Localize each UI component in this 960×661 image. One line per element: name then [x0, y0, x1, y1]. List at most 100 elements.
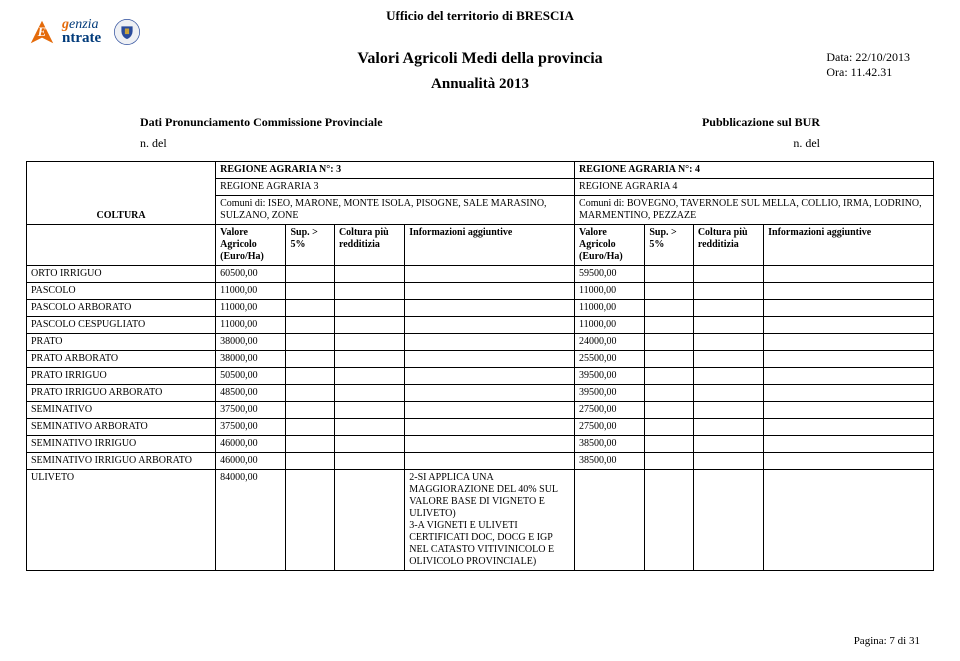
cell-valore-left: 46000,00 [216, 436, 286, 453]
cell-info-left [405, 334, 575, 351]
cell-coltpiu-right [693, 436, 763, 453]
cell-valore-right: 38500,00 [575, 436, 645, 453]
cell-coltpiu-left [334, 385, 404, 402]
cell-coltura: SEMINATIVO [27, 402, 216, 419]
cell-coltpiu-left [334, 351, 404, 368]
cell-sup-right [645, 351, 693, 368]
time-value: 11.42.31 [851, 65, 893, 79]
cell-valore-right: 59500,00 [575, 266, 645, 283]
cell-info-left [405, 453, 575, 470]
region-right-comuni: Comuni di: BOVEGNO, TAVERNOLE SUL MELLA,… [575, 196, 934, 225]
cell-coltura: SEMINATIVO IRRIGUO [27, 436, 216, 453]
cell-coltpiu-right [693, 368, 763, 385]
cell-info-left [405, 351, 575, 368]
cell-coltpiu-right [693, 351, 763, 368]
cell-sup-right [645, 436, 693, 453]
cell-valore-right: 11000,00 [575, 283, 645, 300]
cell-valore-right [575, 470, 645, 571]
cell-coltura: PRATO IRRIGUO [27, 368, 216, 385]
logo-text: genzia ntrate [62, 19, 101, 45]
cell-sup-left [286, 436, 334, 453]
cell-coltura: PASCOLO [27, 283, 216, 300]
cell-info-left: 2-SI APPLICA UNA MAGGIORAZIONE DEL 40% S… [405, 470, 575, 571]
cell-coltura: SEMINATIVO ARBORATO [27, 419, 216, 436]
cell-sup-right [645, 385, 693, 402]
cell-sup-left [286, 334, 334, 351]
cell-coltpiu-right [693, 453, 763, 470]
cell-sup-right [645, 317, 693, 334]
cell-coltpiu-left [334, 436, 404, 453]
subtitle: Annualità 2013 [0, 76, 960, 93]
cell-sup-right [645, 419, 693, 436]
meta-row-2: n. del n. del [0, 136, 960, 151]
cell-sup-left [286, 385, 334, 402]
cell-info-right [764, 266, 934, 283]
cell-info-right [764, 402, 934, 419]
cell-valore-left: 37500,00 [216, 402, 286, 419]
info-head-r: Informazioni aggiuntive [764, 225, 934, 266]
cell-sup-right [645, 283, 693, 300]
cell-valore-left: 48500,00 [216, 385, 286, 402]
cell-info-left [405, 385, 575, 402]
table-row: SEMINATIVO IRRIGUO ARBORATO46000,0038500… [27, 453, 934, 470]
cell-coltpiu-left [334, 453, 404, 470]
cell-valore-left: 11000,00 [216, 300, 286, 317]
cell-valore-right: 39500,00 [575, 385, 645, 402]
cell-info-left [405, 266, 575, 283]
cell-sup-left [286, 283, 334, 300]
cell-coltpiu-left [334, 300, 404, 317]
cell-valore-right: 11000,00 [575, 317, 645, 334]
table-row: ULIVETO84000,00 2-SI APPLICA UNA MAGGIORA… [27, 470, 934, 571]
cell-valore-left: 84000,00 [216, 470, 286, 571]
cell-sup-left [286, 300, 334, 317]
cell-coltura: PRATO [27, 334, 216, 351]
cell-valore-right: 27500,00 [575, 402, 645, 419]
cell-valore-right: 38500,00 [575, 453, 645, 470]
cell-info-right [764, 300, 934, 317]
table-row: SEMINATIVO ARBORATO37500,0027500,00 [27, 419, 934, 436]
cell-sup-left [286, 470, 334, 571]
cell-coltpiu-left [334, 368, 404, 385]
cell-coltpiu-left [334, 334, 404, 351]
cell-coltpiu-left [334, 283, 404, 300]
cell-valore-left: 38000,00 [216, 334, 286, 351]
cell-valore-left: 11000,00 [216, 317, 286, 334]
cell-coltura: PASCOLO CESPUGLIATO [27, 317, 216, 334]
table-row: PRATO IRRIGUO50500,0039500,00 [27, 368, 934, 385]
cell-valore-right: 24000,00 [575, 334, 645, 351]
page-footer: Pagina: 7 di 31 [854, 635, 920, 647]
cell-valore-right: 11000,00 [575, 300, 645, 317]
sup-head-r: Sup. > 5% [645, 225, 693, 266]
cell-sup-right [645, 453, 693, 470]
cell-coltpiu-right [693, 300, 763, 317]
cell-sup-right [645, 300, 693, 317]
cell-sup-right [645, 266, 693, 283]
cell-sup-right [645, 470, 693, 571]
cell-valore-left: 38000,00 [216, 351, 286, 368]
cell-info-left [405, 436, 575, 453]
cell-valore-right: 39500,00 [575, 368, 645, 385]
region-left-num: REGIONE AGRARIA N°: 3 [216, 162, 575, 179]
region-right-name: REGIONE AGRARIA 4 [575, 179, 934, 196]
cell-coltura: ORTO IRRIGUO [27, 266, 216, 283]
cell-info-right [764, 317, 934, 334]
cell-coltura: ULIVETO [27, 470, 216, 571]
cell-sup-right [645, 368, 693, 385]
cell-sup-left [286, 351, 334, 368]
crest-icon [113, 18, 141, 46]
meta-right: Pubblicazione sul BUR [702, 115, 820, 130]
values-table: COLTURA REGIONE AGRARIA N°: 3 REGIONE AG… [26, 161, 934, 571]
table-row: PASCOLO11000,0011000,00 [27, 283, 934, 300]
region-header-row: COLTURA REGIONE AGRARIA N°: 3 REGIONE AG… [27, 162, 934, 179]
cell-sup-left [286, 453, 334, 470]
cell-coltpiu-left [334, 470, 404, 571]
cell-info-right [764, 436, 934, 453]
cell-info-right [764, 470, 934, 571]
region-left-name: REGIONE AGRARIA 3 [216, 179, 575, 196]
cell-info-right [764, 453, 934, 470]
table-row: PRATO38000,00 24000,00 [27, 334, 934, 351]
cell-coltpiu-right [693, 283, 763, 300]
cell-sup-left [286, 368, 334, 385]
column-headers: Valore Agricolo (Euro/Ha) Sup. > 5% Colt… [27, 225, 934, 266]
n-del-left: n. del [140, 136, 167, 151]
